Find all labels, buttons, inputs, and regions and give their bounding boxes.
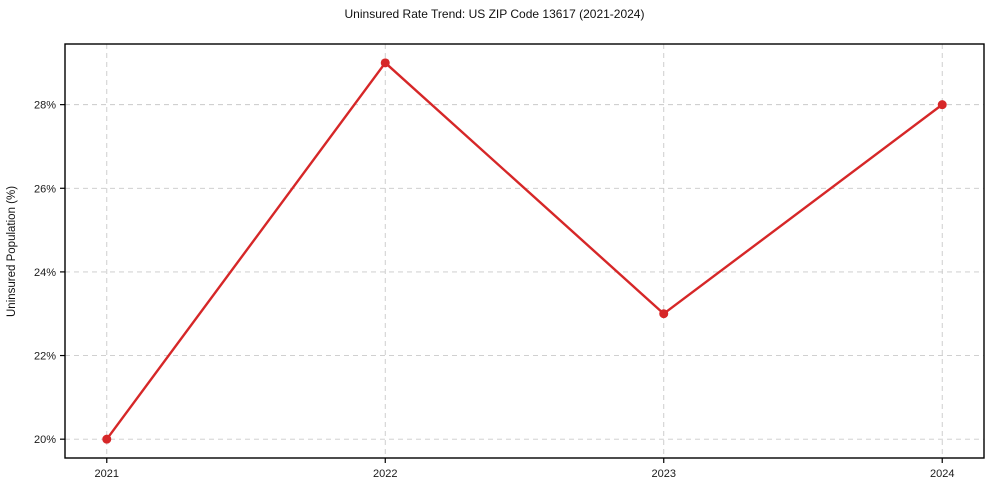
- x-tick-label: 2021: [95, 468, 119, 480]
- chart-title: Uninsured Rate Trend: US ZIP Code 13617 …: [344, 7, 645, 21]
- y-tick-label: 26%: [34, 183, 56, 195]
- x-tick-label: 2024: [930, 468, 954, 480]
- plot-border: [64, 43, 985, 459]
- y-tick-label: 28%: [34, 100, 56, 112]
- y-tick-label: 20%: [34, 434, 56, 446]
- y-tick-label: 22%: [34, 351, 56, 363]
- data-point-2024: [937, 100, 947, 110]
- data-point-2023: [659, 309, 669, 319]
- y-tick-label: 24%: [34, 267, 56, 279]
- x-tick-label: 2022: [373, 468, 397, 480]
- data-point-2022: [380, 58, 390, 68]
- trend-line: [105, 61, 944, 441]
- data-point-2021: [102, 434, 112, 444]
- x-tick-label: 2023: [652, 468, 676, 480]
